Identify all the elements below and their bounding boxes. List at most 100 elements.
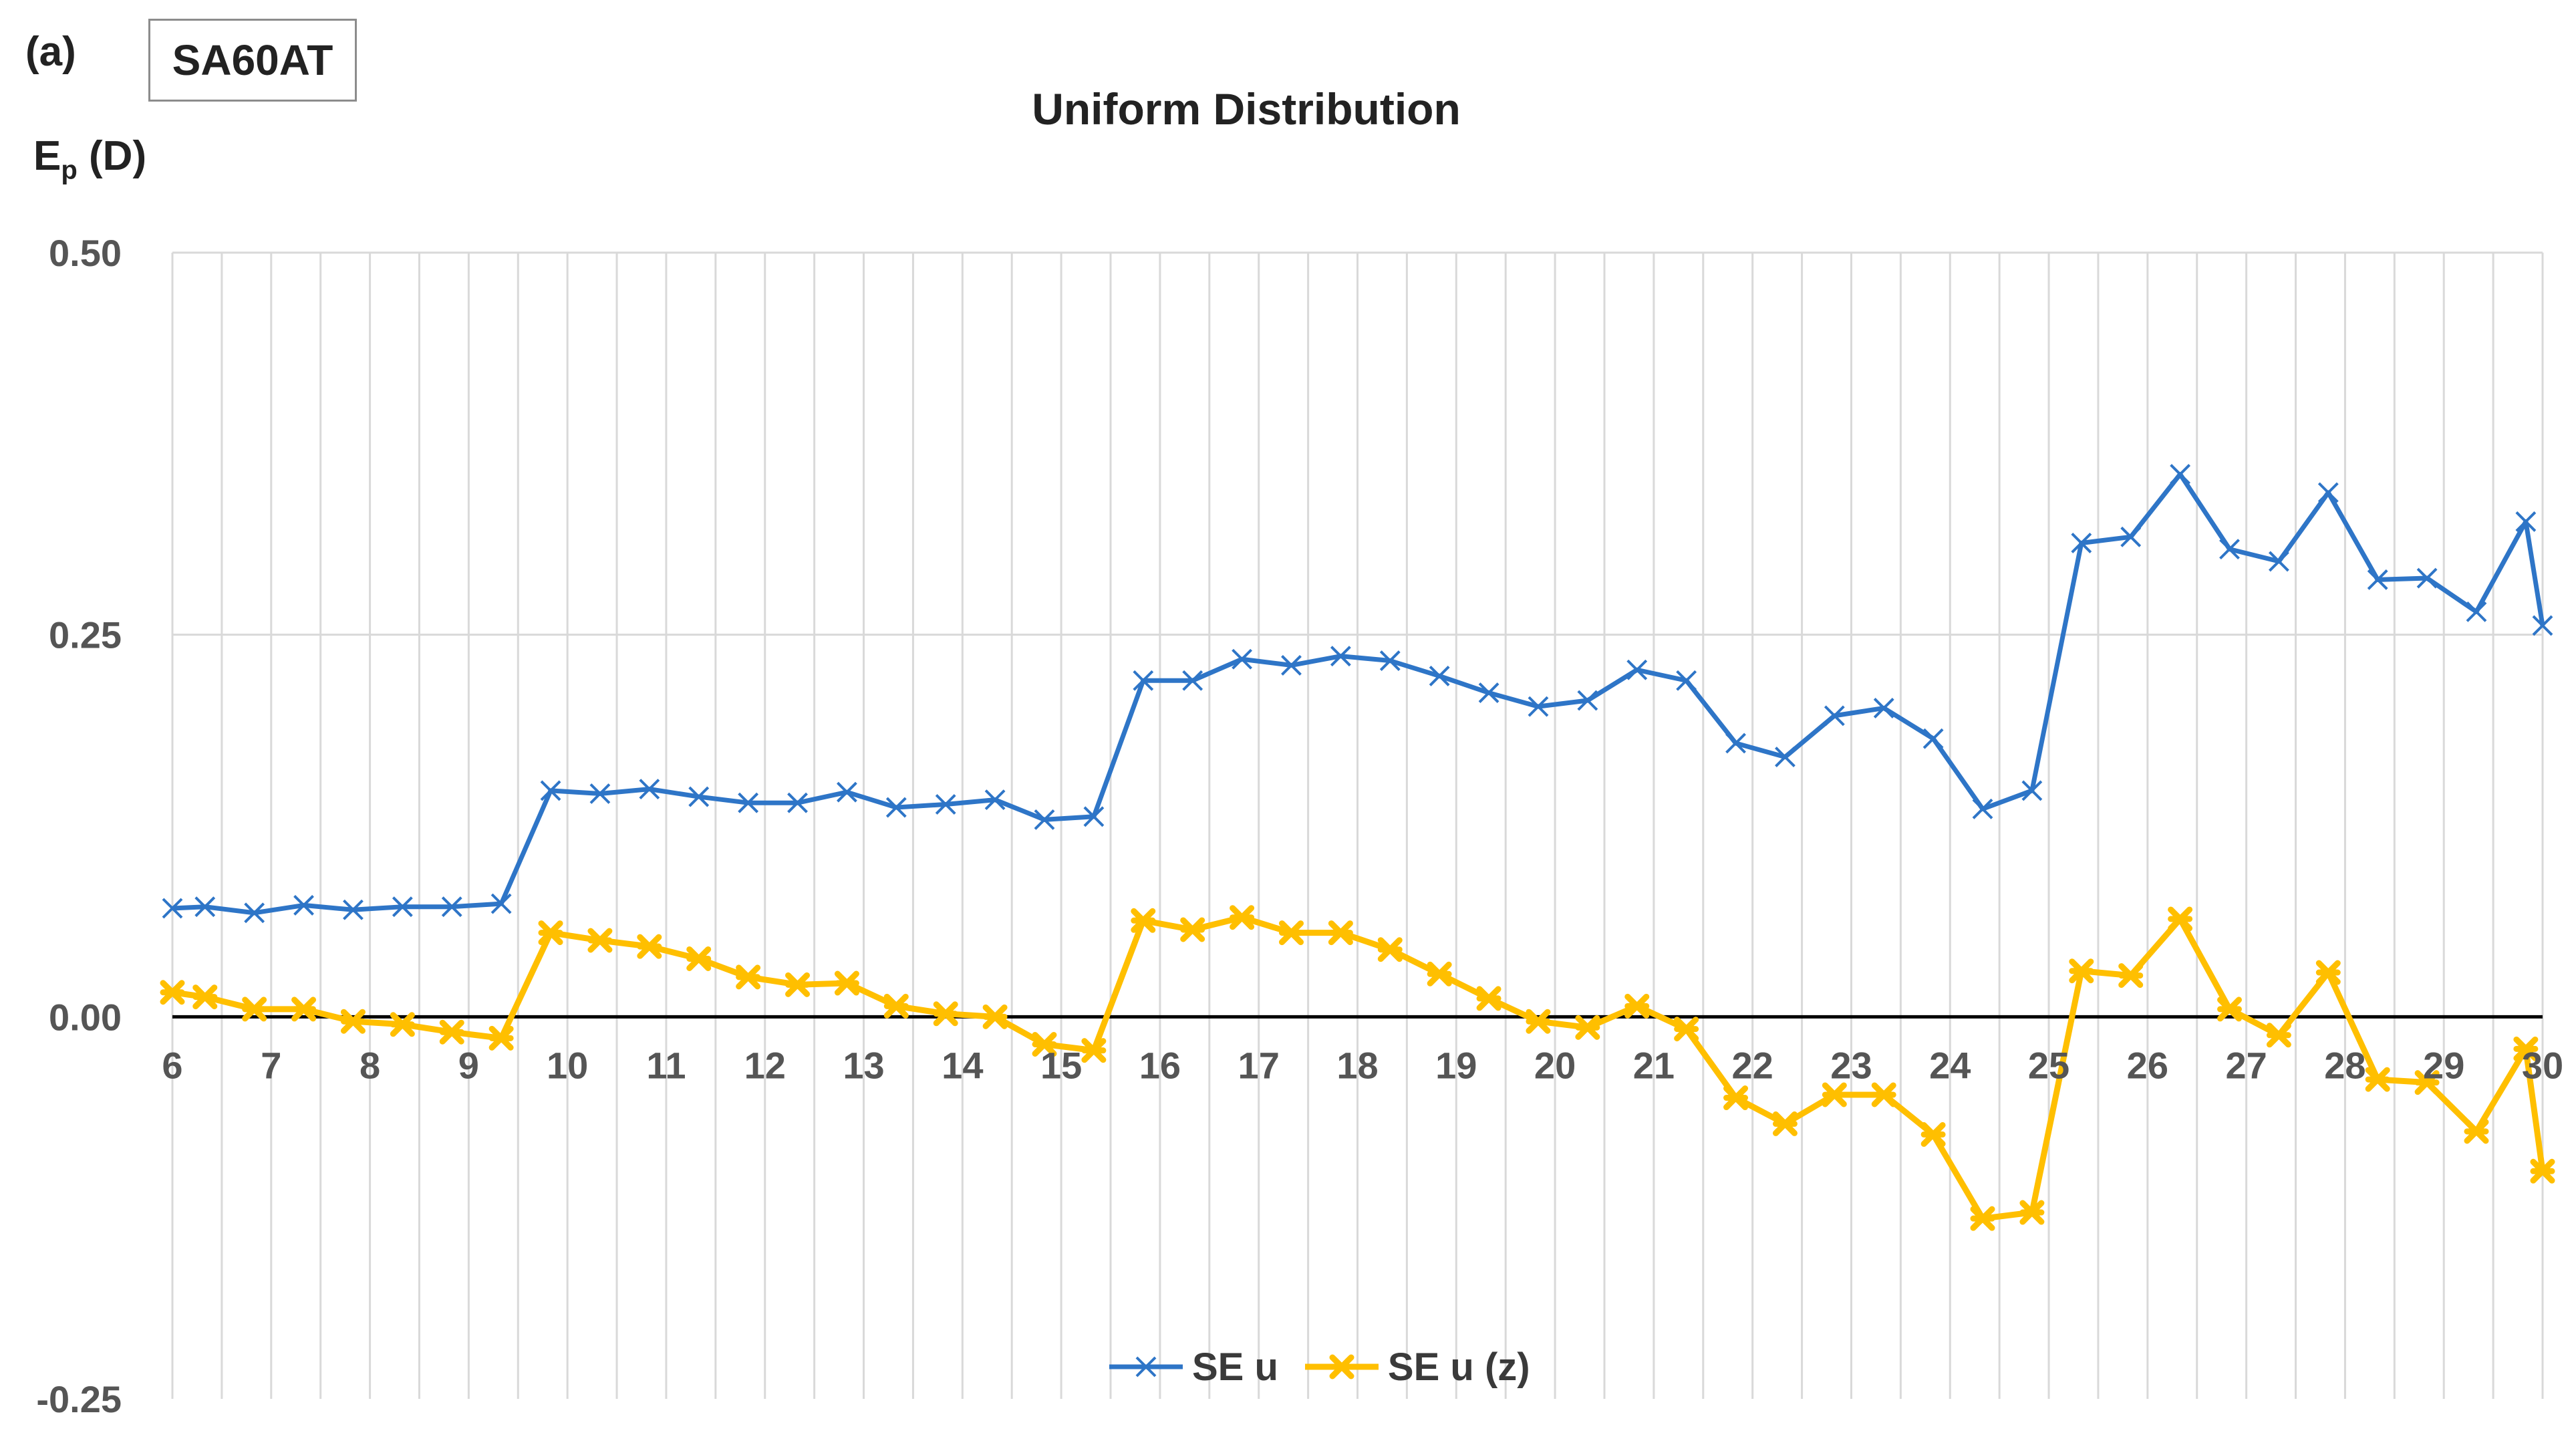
data-point <box>686 946 712 971</box>
data-point <box>2120 526 2142 547</box>
data-point <box>244 902 265 924</box>
legend-swatch-marker <box>1329 1354 1354 1379</box>
data-point <box>2315 960 2341 985</box>
x-tick-label: 8 <box>360 1044 380 1086</box>
y-axis-symbol: E <box>33 133 61 179</box>
data-point <box>242 997 267 1022</box>
tick-labels: 0.50 0.25 0.00 -0.25 6 7 8 9 10 11 12 13 14 15 16 17 18 1… <box>36 232 2563 1420</box>
data-point <box>1032 1031 1057 1057</box>
data-point <box>2464 1119 2489 1144</box>
data-point <box>837 781 857 803</box>
x-tick-label: 23 <box>1830 1044 1872 1086</box>
y-axis-unit: (D) <box>89 133 147 179</box>
x-tick-label: 29 <box>2423 1044 2464 1086</box>
data-point <box>1131 908 1156 933</box>
data-point <box>538 920 563 946</box>
x-tick-label: 22 <box>1732 1044 1773 1086</box>
panel-label: (a) <box>25 29 76 75</box>
data-point <box>1871 1082 1896 1107</box>
y-tick-label: 0.50 <box>49 232 122 274</box>
data-point <box>1526 1009 1551 1034</box>
x-tick-label: 20 <box>1534 1044 1576 1086</box>
y-tick-label: 0.25 <box>49 614 122 656</box>
data-point <box>1180 917 1205 942</box>
data-point <box>340 1009 366 1034</box>
x-tick-label: 30 <box>2522 1044 2563 1086</box>
x-tick-label: 19 <box>1435 1044 1477 1086</box>
data-point <box>1377 937 1403 962</box>
data-point <box>1230 905 1255 930</box>
data-point <box>160 980 185 1005</box>
data-point <box>933 1001 958 1027</box>
legend-label: SE u <box>1192 1345 1278 1389</box>
data-point <box>637 934 662 959</box>
data-point <box>1478 682 1499 703</box>
data-point <box>984 789 1006 811</box>
x-tick-label: 7 <box>261 1044 281 1086</box>
legend-swatch-marker <box>1135 1356 1157 1377</box>
data-point <box>688 786 710 807</box>
data-point <box>589 783 611 804</box>
data-point <box>2365 1067 2390 1092</box>
chart-title: Uniform Distribution <box>1032 84 1461 134</box>
data-point <box>2367 569 2388 590</box>
y-axis-subscript: p <box>61 155 78 185</box>
data-point <box>441 896 462 918</box>
data-point <box>787 792 808 813</box>
data-point <box>2414 1070 2440 1095</box>
data-point <box>2515 511 2537 532</box>
legend-swatch <box>1109 1356 1183 1377</box>
data-point <box>1379 650 1401 671</box>
legend-item: SE u <box>1109 1345 1278 1390</box>
data-point <box>1328 920 1353 946</box>
data-point <box>488 1025 514 1051</box>
series-line <box>172 472 2545 916</box>
data-point <box>1624 993 1650 1019</box>
data-point <box>291 997 317 1022</box>
x-tick-label: 11 <box>646 1044 686 1086</box>
x-tick-label: 24 <box>1929 1044 1971 1086</box>
data-point <box>1725 733 1746 754</box>
data-point <box>1081 1038 1107 1063</box>
x-tick-label: 21 <box>1633 1044 1675 1086</box>
data-point <box>2416 567 2438 589</box>
data-point <box>2530 1158 2555 1184</box>
data-point <box>1528 696 1549 717</box>
x-tick-label: 15 <box>1040 1044 1082 1086</box>
data-point <box>1330 646 1351 667</box>
data-point <box>1429 665 1450 686</box>
legend-swatch <box>1304 1354 1379 1379</box>
data-point <box>162 898 183 919</box>
data-point <box>2532 615 2553 636</box>
data-point <box>2170 464 2191 485</box>
data-point <box>1970 1206 1995 1231</box>
data-point <box>1626 659 1648 680</box>
data-point <box>2219 539 2240 560</box>
data-point <box>1920 1122 1946 1147</box>
data-point <box>1133 670 1154 691</box>
data-point <box>1772 1111 1798 1136</box>
data-point <box>392 896 413 918</box>
data-point <box>935 794 956 815</box>
data-point <box>1182 670 1203 691</box>
data-point <box>490 893 512 914</box>
y-tick-label: -0.25 <box>36 1378 122 1420</box>
gridlines <box>171 251 2544 1399</box>
y-tick-label: 0.00 <box>49 996 122 1038</box>
x-tick-label: 14 <box>942 1044 983 1086</box>
data-point <box>2217 997 2242 1022</box>
data-point <box>540 780 561 801</box>
data-point <box>834 970 859 996</box>
x-tick-label: 16 <box>1139 1044 1181 1086</box>
data-point <box>1278 920 1304 946</box>
data-point <box>1676 670 1697 691</box>
series-id-label: SA60AT <box>148 19 357 102</box>
x-tick-label: 26 <box>2127 1044 2168 1086</box>
data-point <box>1775 747 1796 768</box>
series-se-u <box>162 464 2553 924</box>
data-point <box>2168 906 2193 932</box>
data-point <box>1873 698 1894 718</box>
data-point <box>2069 958 2094 984</box>
x-tick-label: 12 <box>744 1044 786 1086</box>
